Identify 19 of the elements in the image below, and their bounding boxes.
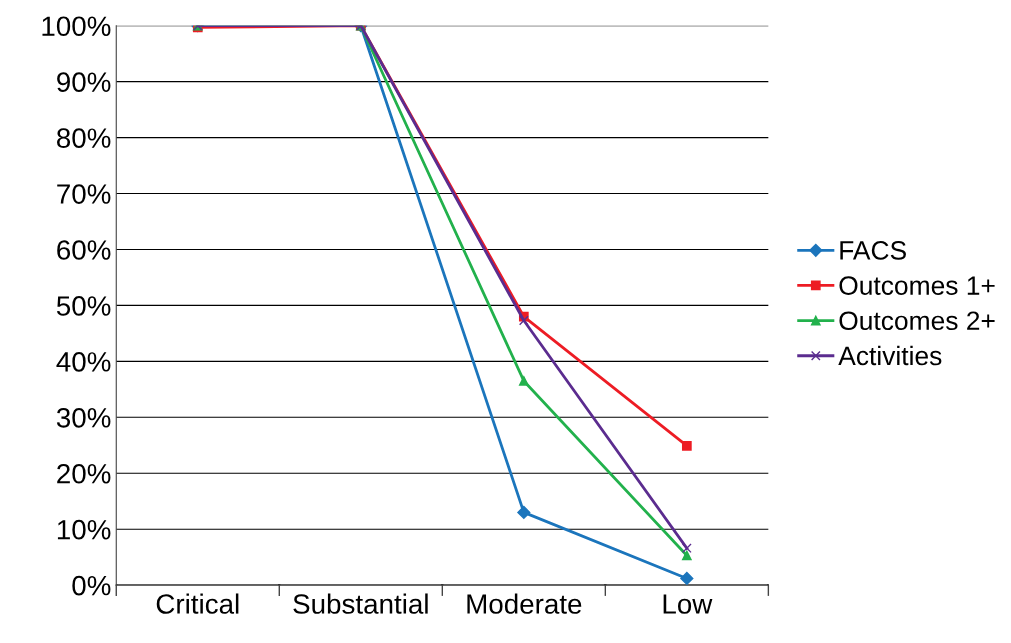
y-tick-label: 100% — [42, 16, 111, 37]
legend-label: Outcomes 1+ — [839, 276, 995, 295]
y-tick-label: 0% — [72, 575, 111, 596]
legend-label: FACS — [840, 241, 906, 260]
y-tick-label: 40% — [56, 352, 111, 372]
y-tick-label: 70% — [57, 184, 111, 204]
y-tick-label: 30% — [56, 407, 111, 428]
y-tick-label: 60% — [57, 240, 111, 260]
y-tick-label: 10% — [57, 519, 111, 540]
x-tick-label: Moderate — [467, 593, 582, 614]
x-tick-label: Critical — [156, 593, 239, 614]
y-tick-label: 20% — [57, 463, 111, 484]
legend-label: Outcomes 2+ — [839, 311, 995, 331]
y-tick-label: 80% — [57, 128, 111, 148]
y-tick-label: 90% — [57, 72, 111, 92]
x-tick-label: Substantial — [293, 593, 428, 614]
y-tick-label: 50% — [56, 296, 111, 316]
x-tick-label: Low — [663, 594, 713, 614]
legend-label: Activities — [838, 345, 942, 366]
